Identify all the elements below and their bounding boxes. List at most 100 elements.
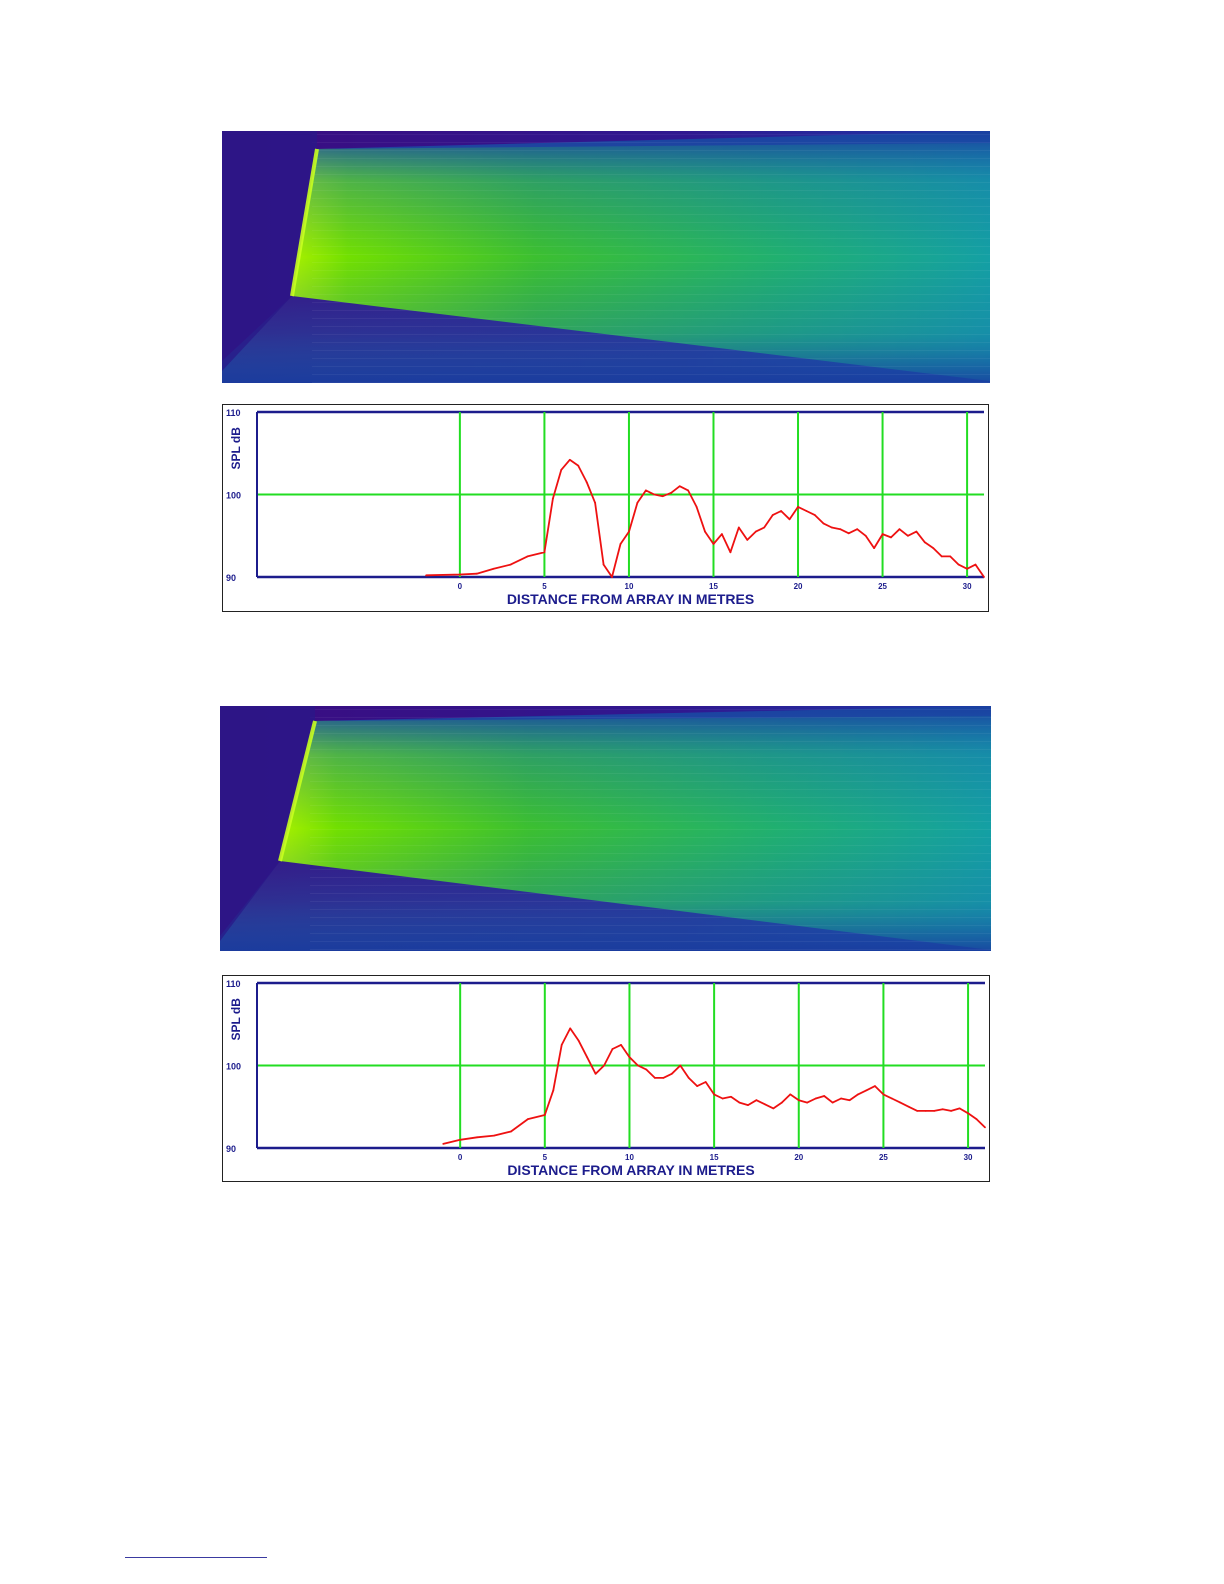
data-point [476,1136,478,1139]
data-point [737,526,740,529]
data-point [645,1068,648,1071]
data-point [933,1109,936,1112]
data-point [568,458,571,461]
spl-plot-1-svg: 0 5 10 15 20 25 30 110 100 90 SPL dB DISTANCE FROM … [226,408,985,607]
data-point [797,1099,800,1102]
data-point [713,1093,716,1096]
data-point [941,1108,944,1111]
data-point [543,1114,546,1116]
data-point [730,1095,732,1098]
data-point [950,1109,953,1112]
data-point [594,1072,597,1075]
data-point [729,551,732,554]
data-point [526,1118,529,1121]
data-point [780,510,783,512]
y-tick-label: 100 [226,491,241,501]
spl-series-line [426,458,985,578]
x-tick-label: 15 [709,582,718,591]
data-point [585,481,588,484]
data-point [569,1027,572,1030]
data-point [611,1048,614,1050]
data-point [661,495,664,498]
x-tick-label: 15 [710,1153,719,1162]
y-tick-label: 100 [226,1062,241,1072]
data-point [619,543,622,545]
y-tick-label: 110 [226,408,241,418]
data-point [806,1101,809,1104]
footnote-rule [125,1557,267,1558]
data-point [957,563,960,566]
y-tick-label: 110 [226,979,241,989]
data-point [721,1097,724,1100]
data-point [949,555,952,558]
x-tick-label: 10 [625,582,634,591]
data-point [746,538,749,541]
data-point [738,1101,741,1104]
data-point [712,543,715,545]
data-point [898,528,901,531]
data-point [967,1112,969,1115]
y-axis-label: SPL dB [229,998,243,1041]
data-point [874,1085,876,1088]
data-point [899,1101,902,1104]
data-point [975,1118,978,1121]
data-point [789,1093,792,1096]
data-point [814,514,816,517]
data-point [637,1064,639,1067]
data-point [932,547,935,550]
data-point [510,1130,512,1133]
data-point [696,1085,699,1088]
data-point [552,1089,555,1092]
data-point [958,1107,961,1110]
data-point [636,501,639,504]
data-point [856,528,859,531]
x-tick-label: 20 [794,582,803,591]
data-point [915,530,918,533]
data-point [458,573,461,576]
data-point [509,563,512,566]
x-tick-label: 5 [543,1153,548,1162]
data-point [822,522,825,525]
data-point [586,1056,589,1059]
data-point [620,1043,622,1046]
data-point [543,551,546,554]
data-point [602,563,605,566]
data-point [966,567,968,570]
data-point [839,528,842,531]
data-point [425,574,427,577]
data-point [788,518,791,521]
x-tick-label: 25 [878,582,887,591]
data-point [814,1097,817,1100]
data-point [459,1138,462,1141]
data-point [475,572,478,575]
x-tick-label: 20 [794,1153,803,1162]
y-tick-label: 90 [226,573,236,583]
data-point [797,505,799,508]
data-point [873,547,876,550]
data-point [848,1099,851,1102]
data-point [560,1043,563,1046]
data-point [780,1101,783,1104]
data-point [984,1126,986,1129]
data-point [594,501,597,504]
data-point [890,536,892,539]
data-point [881,533,884,535]
data-point [662,1076,665,1079]
x-tick-label: 30 [963,582,972,591]
data-point [747,1104,749,1106]
spl-plot-2-svg: 0 5 10 15 20 25 30 110 100 90 SPL dB DISTANCE FROM … [226,979,986,1178]
x-tick-label: 30 [964,1153,973,1162]
data-point [678,485,681,488]
x-tick-label: 5 [542,582,547,591]
heatmap-canvas [222,131,990,383]
x-axis-label: DISTANCE FROM ARRAY IN METRES [507,591,754,607]
data-point [840,1097,842,1100]
data-point [628,530,630,533]
data-point [492,567,495,570]
x-tick-label: 0 [458,582,463,591]
x-tick-label: 0 [458,1153,463,1162]
data-point [493,1134,495,1137]
data-point [704,530,706,533]
y-axis-label: SPL dB [229,427,243,470]
data-point [644,489,647,492]
